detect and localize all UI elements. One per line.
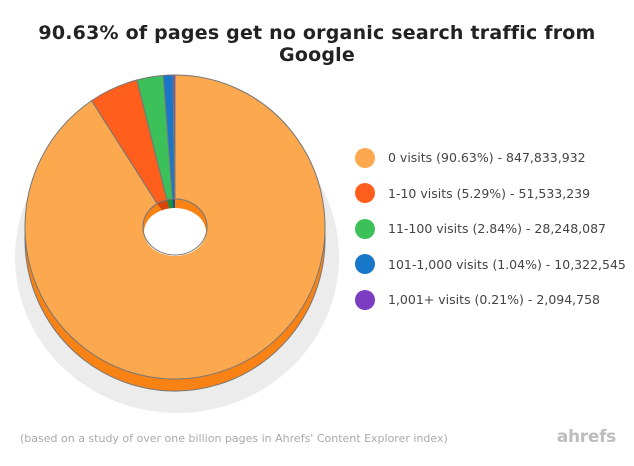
hole-rim (142, 198, 208, 256)
legend-swatch (355, 147, 375, 168)
ahrefs-logo: ahrefs (556, 427, 617, 447)
legend-item-101-1000-visits: 101-1,000 visits (1.04%) - 10,322,545 (355, 253, 630, 276)
legend-swatch (355, 218, 375, 239)
legend-label: 1,001+ visits (0.21%) - 2,094,758 (388, 292, 601, 307)
legend-label: 11-100 visits (2.84%) - 28,248,087 (388, 221, 606, 236)
legend-item-0-visits: 0 visits (90.63%) - 847,833,932 (355, 146, 630, 169)
hole-opening (144, 208, 206, 256)
legend-item-1-10-visits: 1-10 visits (5.29%) - 51,533,239 (355, 182, 630, 205)
legend-swatch (355, 289, 375, 310)
legend-label: 101-1,000 visits (1.04%) - 10,322,545 (388, 256, 626, 272)
legend-label: 1-10 visits (5.29%) - 51,533,239 (388, 185, 591, 201)
legend-item-1001-plus-visits: 1,001+ visits (0.21%) - 2,094,758 (355, 288, 630, 311)
legend-swatch (355, 254, 375, 274)
footnote: (based on a study of over one billion pa… (20, 432, 448, 445)
legend-swatch (355, 183, 375, 203)
legend-label: 0 visits (90.63%) - 847,833,932 (388, 150, 586, 165)
legend: 0 visits (90.63%) - 847,833,932 1-10 vis… (355, 146, 630, 324)
legend-item-11-100-visits: 11-100 visits (2.84%) - 28,248,087 (355, 217, 630, 240)
chart-title: 90.63% of pages get no organic search tr… (38, 22, 596, 66)
